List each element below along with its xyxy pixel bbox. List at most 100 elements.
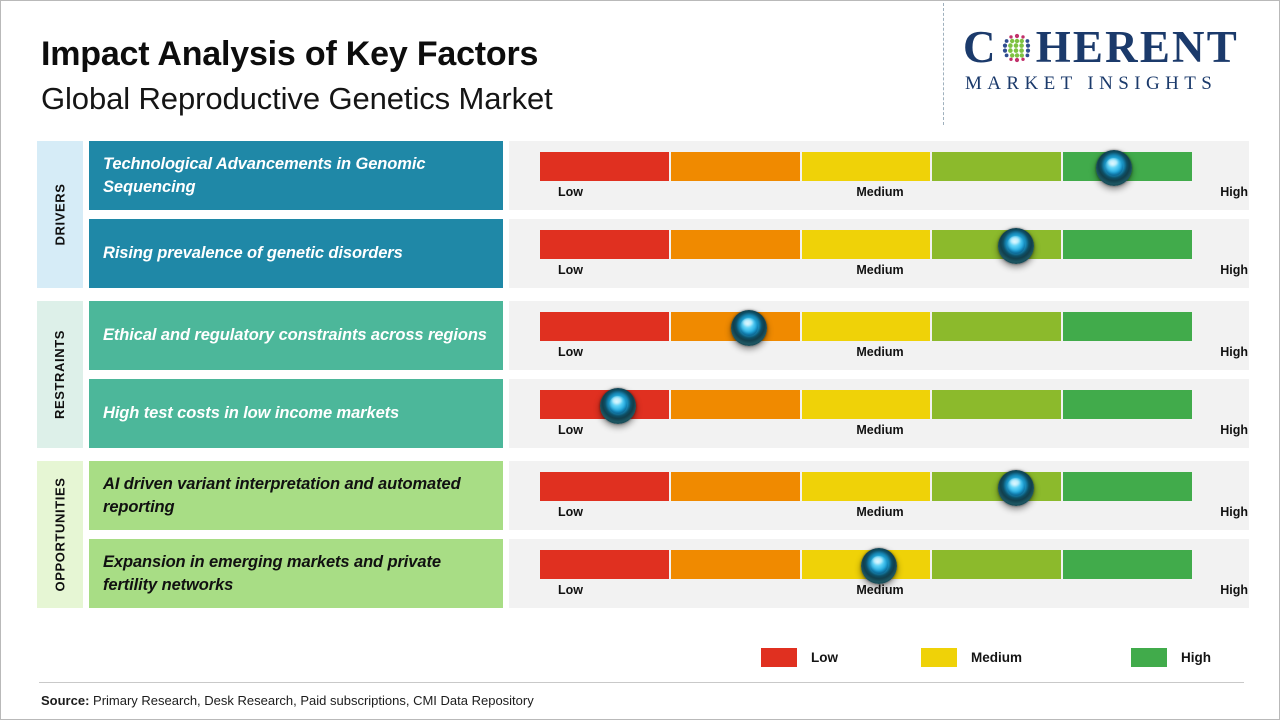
dial-marker-icon: [997, 228, 1034, 264]
scale-tick-medium: Medium: [856, 345, 904, 359]
scale-ticks: Low Medium High: [540, 345, 1248, 365]
category-label-text: OPPORTUNITIES: [52, 477, 68, 592]
factor-box: Technological Advancements in Genomic Se…: [89, 141, 503, 210]
factor-text: Expansion in emerging markets and privat…: [103, 552, 441, 594]
bar-segment-3: [801, 230, 931, 259]
dial-marker-icon: [600, 388, 637, 424]
source-value: Primary Research, Desk Research, Paid su…: [89, 693, 534, 708]
logo-tagline: MARKET INSIGHTS: [965, 73, 1218, 94]
logo-divider: [943, 3, 944, 125]
scale-tick-high: High: [1220, 505, 1248, 519]
bar-segment-4: [932, 550, 1062, 579]
footer-divider: [39, 682, 1244, 683]
page-title: Impact Analysis of Key Factors: [41, 35, 539, 73]
legend-item-high: High: [1131, 644, 1211, 670]
factor-box: High test costs in low income markets: [89, 379, 503, 448]
impact-gradient-bar: [540, 312, 1192, 341]
impact-scale-row: Low Medium High: [509, 219, 1249, 288]
factor-text: Technological Advancements in Genomic Se…: [103, 154, 426, 196]
bar-segment-4: [932, 152, 1062, 181]
factor-box: AI driven variant interpretation and aut…: [89, 461, 503, 530]
dial-marker-icon: [861, 548, 898, 584]
scale-tick-low: Low: [558, 583, 583, 597]
scale-tick-low: Low: [558, 423, 583, 437]
bar-segment-5: [1063, 312, 1192, 341]
scale-tick-low: Low: [558, 185, 583, 199]
source-label: Source:: [41, 693, 90, 708]
dial-marker-icon: [997, 470, 1034, 506]
category-label-text: RESTRAINTS: [52, 329, 68, 420]
bar-segment-1: [540, 472, 669, 501]
legend-item-medium: Medium: [921, 644, 1022, 670]
scale-tick-medium: Medium: [856, 505, 904, 519]
impact-gradient-bar: [540, 472, 1192, 501]
scale-ticks: Low Medium High: [540, 423, 1248, 443]
impact-gradient-bar: [540, 550, 1192, 579]
impact-scale-row: Low Medium High: [509, 539, 1249, 608]
scale-tick-medium: Medium: [856, 185, 904, 199]
source-note: Source: Primary Research, Desk Research,…: [41, 693, 534, 708]
factor-box: Expansion in emerging markets and privat…: [89, 539, 503, 608]
bar-segment-3: [801, 312, 931, 341]
bar-segment-2: [670, 230, 800, 259]
bar-segment-1: [540, 230, 669, 259]
scale-tick-low: Low: [558, 263, 583, 277]
scale-tick-medium: Medium: [856, 263, 904, 277]
bar-segment-1: [540, 152, 669, 181]
scale-tick-high: High: [1220, 185, 1248, 199]
category-label-opportunities: OPPORTUNITIES: [37, 461, 83, 608]
impact-scale-row: Low Medium High: [509, 379, 1249, 448]
factor-text: Ethical and regulatory constraints acros…: [103, 326, 487, 344]
bar-segment-5: [1063, 472, 1192, 501]
scale-tick-medium: Medium: [856, 423, 904, 437]
factor-text: Rising prevalence of genetic disorders: [103, 244, 403, 262]
header: Impact Analysis of Key Factors Global Re…: [1, 1, 1279, 131]
legend: Low Medium High: [761, 644, 1211, 670]
bar-segment-2: [670, 472, 800, 501]
factor-text: High test costs in low income markets: [103, 404, 400, 422]
legend-swatch: [1131, 647, 1167, 667]
scale-tick-low: Low: [558, 505, 583, 519]
scale-tick-high: High: [1220, 263, 1248, 277]
logo-letters-rest: HERENT: [1035, 22, 1239, 72]
legend-label: Medium: [971, 649, 1023, 665]
category-label-text: DRIVERS: [52, 183, 68, 246]
legend-item-low: Low: [761, 644, 838, 670]
dial-marker-icon: [1095, 150, 1132, 186]
impact-gradient-bar: [540, 152, 1192, 181]
logo-wordmark: C HERENT: [963, 23, 1263, 71]
impact-matrix: DRIVERS Technological Advancements in Gen…: [37, 141, 1249, 611]
category-label-restraints: RESTRAINTS: [37, 301, 83, 448]
scale-tick-high: High: [1220, 583, 1248, 597]
dotted-globe-icon: [999, 30, 1035, 66]
bar-segment-5: [1063, 230, 1192, 259]
bar-segment-4: [932, 390, 1062, 419]
bar-segment-1: [540, 312, 669, 341]
bar-segment-2: [670, 550, 800, 579]
scale-tick-low: Low: [558, 345, 583, 359]
impact-scale-row: Low Medium High: [509, 301, 1249, 370]
bar-segment-5: [1063, 390, 1192, 419]
page-subtitle: Global Reproductive Genetics Market: [41, 81, 553, 116]
title-block: Impact Analysis of Key Factors Global Re…: [41, 31, 553, 121]
impact-scale-row: Low Medium High: [509, 141, 1249, 210]
impact-gradient-bar: [540, 390, 1192, 419]
company-logo: C HERENT MARKET INSIGHTS: [963, 23, 1263, 103]
bar-segment-3: [801, 390, 931, 419]
scale-ticks: Low Medium High: [540, 185, 1248, 205]
bar-segment-3: [801, 472, 931, 501]
scale-ticks: Low Medium High: [540, 263, 1248, 283]
legend-swatch: [921, 647, 957, 667]
scale-ticks: Low Medium High: [540, 583, 1248, 603]
bar-segment-4: [932, 312, 1062, 341]
legend-swatch: [761, 647, 797, 667]
scale-tick-high: High: [1220, 423, 1248, 437]
impact-scale-row: Low Medium High: [509, 461, 1249, 530]
bar-segment-4: [932, 230, 1062, 259]
factor-text: AI driven variant interpretation and aut…: [103, 474, 461, 516]
bar-segment-2: [670, 152, 800, 181]
bar-segment-3: [801, 152, 931, 181]
factor-box: Ethical and regulatory constraints acros…: [89, 301, 503, 370]
legend-label: Low: [811, 649, 838, 665]
